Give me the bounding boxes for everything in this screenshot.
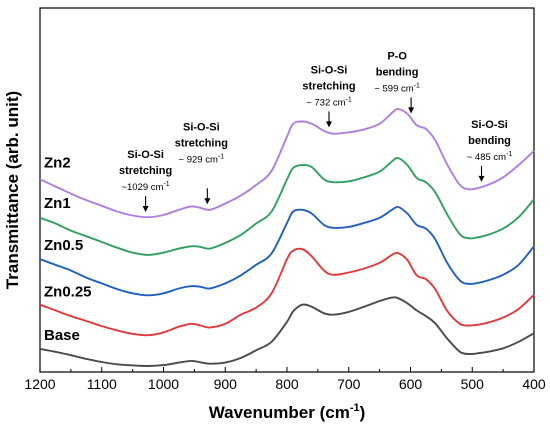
series-label-base: Base [44, 327, 80, 344]
x-axis-title-main: Wavenumber (cm [209, 403, 350, 422]
annotation-599-arrow-head [408, 107, 415, 114]
x-tick-label-700: 700 [337, 376, 361, 392]
annotation-group: ~1029 cm-1 stretching Si-O-Si ~ 929 cm-1 str… [119, 50, 512, 212]
annotation-485-note: ~ 485 cm-1 [467, 151, 513, 163]
series-line-zn2 [39, 107, 535, 219]
annotation-599-note-sup: -1 [414, 82, 420, 89]
annotation-1029-note: ~1029 cm-1 [121, 181, 169, 193]
annotation-732-line1: Si-O-Si [311, 64, 348, 76]
x-tick-label-800: 800 [275, 376, 299, 392]
series-label-zn2: Zn2 [44, 154, 71, 171]
annotation-732-note-sup: -1 [346, 96, 352, 103]
annotation-599-line2: bending [376, 66, 419, 78]
series-line-zn1 [39, 156, 535, 256]
annotation-599-line1: P-O [387, 50, 407, 62]
x-tick-label-1200: 1200 [24, 376, 55, 392]
annotation-929-note-sup: -1 [218, 153, 224, 160]
series-group [39, 107, 535, 367]
annotation-485-arrow-head [478, 175, 485, 182]
annotation-732-note: ~ 732 cm-1 [306, 96, 352, 108]
x-tick-label-1100: 1100 [87, 376, 117, 392]
series-label-zn0-5: Zn0.5 [44, 237, 83, 254]
x-axis-title: Wavenumber (cm-1) [209, 402, 366, 422]
x-tick-label-400: 400 [522, 376, 546, 392]
series-line-zn0-5 [39, 205, 535, 297]
annotation-1029-arrow-head [142, 205, 149, 212]
x-axis-title-sup: -1 [350, 402, 360, 414]
series-labels: Base Zn0.25 Zn0.5 Zn1 Zn2 [44, 154, 92, 344]
annotation-929-note: ~ 929 cm-1 [179, 153, 225, 165]
annotation-1029-note-sup: -1 [163, 181, 169, 188]
x-tick-label-1000: 1000 [148, 376, 179, 392]
annotation-929-arrow-head [204, 198, 211, 205]
x-axis-ticks: 1200 1100 1000 900 800 700 600 500 400 [24, 367, 546, 392]
annotation-732-arrow-head [325, 121, 332, 128]
annotation-929-line2: stretching [175, 137, 228, 149]
series-line-zn0-25 [39, 247, 535, 337]
annotation-485-line2: bending [468, 135, 511, 147]
y-axis-title: Transmittance (arb. unit) [3, 91, 22, 289]
plot-frame [39, 7, 535, 373]
annotation-485-line1: Si-O-Si [471, 119, 508, 131]
x-tick-label-500: 500 [461, 376, 485, 392]
annotation-929-line1: Si-O-Si [183, 121, 220, 133]
annotation-485-note-sup: -1 [506, 151, 512, 158]
x-tick-label-600: 600 [399, 376, 423, 392]
annotation-1029-line1: Si-O-Si [127, 149, 164, 161]
annotation-1029-line2: stretching [119, 165, 172, 177]
series-label-zn0-25: Zn0.25 [44, 284, 92, 301]
series-label-zn1: Zn1 [44, 195, 71, 212]
x-tick-label-900: 900 [214, 376, 238, 392]
annotation-732-line2: stretching [302, 80, 355, 92]
series-line-base [39, 296, 535, 367]
x-axis-title-end: ) [360, 403, 366, 422]
annotation-599-note: ~ 599 cm-1 [374, 82, 420, 94]
